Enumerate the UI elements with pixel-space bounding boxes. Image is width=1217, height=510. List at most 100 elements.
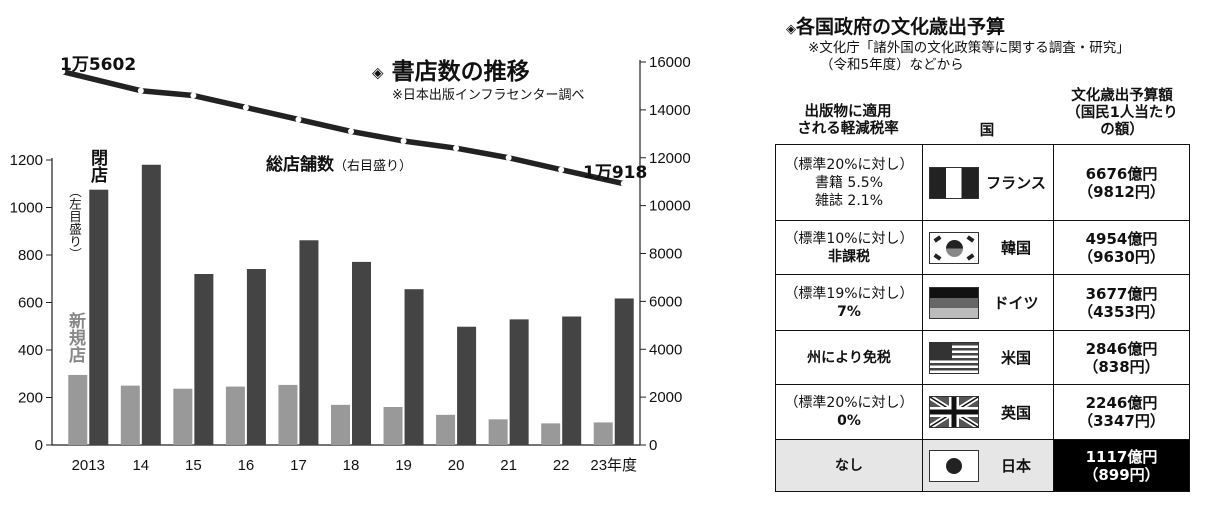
left-tick-label: 600 — [18, 295, 43, 312]
header-tax-line2: される軽減税率 — [797, 121, 899, 137]
country-cell: 英国 — [922, 384, 1054, 440]
bookstore-chart: 0 200 400 600 800 1000 1200 0 2000 4000 6000 8000 10… — [10, 52, 691, 474]
usa-flag-icon — [929, 341, 979, 374]
tax-line1: 州により免税 — [807, 349, 891, 366]
right-tick-label: 12000 — [649, 150, 691, 167]
new-store-bar — [593, 422, 613, 445]
header-budget-line2: （国民1人当たり — [1066, 105, 1178, 121]
right-tick-label: 16000 — [649, 54, 691, 71]
country-name: フランス — [986, 174, 1046, 192]
tax-line1: （標準20%に対し） — [784, 395, 914, 411]
header-budget-line3: の額） — [1100, 122, 1144, 138]
left-tick-label: 1200 — [10, 152, 43, 169]
tax-cell: 州により免税 — [775, 330, 923, 385]
country-cell: フランス — [922, 144, 1054, 221]
x-tick-label: 22 — [553, 457, 570, 474]
total-stores-point — [348, 128, 354, 135]
new-store-bar — [331, 404, 350, 445]
budget-value: 2246億円 — [1085, 394, 1158, 412]
table-title: 各国政府の文化歳出予算 — [796, 16, 1006, 38]
table-note: ※文化庁「諸外国の文化政策等に関する調査・研究」 （令和5年度）などから — [808, 40, 1130, 74]
country-cell: 日本 — [922, 439, 1054, 492]
country-name: 英国 — [1000, 403, 1031, 422]
chart-title-row: ◈ 書店数の推移 — [372, 52, 530, 86]
country-cell: ドイツ — [922, 274, 1054, 331]
tax-line1: （標準10%に対し） — [784, 230, 914, 247]
country-name: 米国 — [1000, 349, 1031, 367]
tax-cell: （標準20%に対し） 0% — [775, 384, 923, 440]
left-tick-label: 400 — [18, 342, 43, 359]
closed-store-bar — [614, 298, 634, 445]
table-note-line2: （令和5年度）などから — [820, 57, 964, 73]
closed-store-bar — [89, 189, 109, 445]
tax-line2: 非課税 — [828, 248, 870, 265]
x-tick-label: 19 — [395, 457, 412, 474]
left-tick-label: 200 — [18, 390, 43, 407]
x-tick-label: 15 — [185, 457, 202, 474]
tax-line1: なし — [835, 457, 863, 474]
header-tax-line1: 出版物に適用 — [804, 104, 892, 120]
line-label-text: 総店舗数 — [266, 155, 334, 175]
annotation-first: 1万5602 — [60, 55, 137, 75]
right-tick-label: 2000 — [649, 389, 682, 406]
per-capita-value: （4353円） — [1078, 302, 1165, 321]
closed-store-bar — [299, 240, 319, 445]
japan-flag-icon — [929, 449, 979, 482]
chart-source: ※日本出版インフラセンター調べ — [392, 88, 585, 103]
bar-label-close: 閉店 — [87, 149, 107, 183]
table-note-line1: ※文化庁「諸外国の文化政策等に関する調査・研究」 — [808, 40, 1130, 56]
korea-flag-icon — [929, 231, 979, 264]
tax-line1: （標準19%に対し） — [784, 285, 914, 302]
right-tick-label: 6000 — [649, 293, 682, 310]
cube-icon: ◈ — [786, 22, 796, 37]
per-capita-value: （9630円） — [1078, 247, 1165, 266]
budget-panel: ◈各国政府の文化歳出予算 ※文化庁「諸外国の文化政策等に関する調査・研究」 （令… — [770, 0, 1217, 510]
tax-line1: （標準20%に対し） — [784, 156, 914, 173]
table-row: （標準20%に対し） 0% 英国 2246億円 （3347円） — [775, 384, 1190, 440]
budget-value: 6676億円 — [1085, 164, 1158, 183]
closed-store-bar — [404, 289, 424, 445]
line-label-note: （右目盛り） — [334, 159, 413, 174]
header-country: 国 — [979, 123, 995, 139]
new-store-bar — [225, 386, 245, 445]
budget-cell: 2246億円 （3347円） — [1053, 384, 1190, 440]
closed-store-bar — [352, 261, 371, 445]
new-store-bar — [68, 374, 88, 445]
tax-cell: （標準19%に対し） 7% — [775, 274, 923, 331]
budget-cell: 2846億円 （838円） — [1053, 330, 1190, 385]
total-stores-point — [505, 154, 512, 161]
new-store-bar — [383, 407, 403, 445]
tax-line2: 0% — [837, 413, 861, 429]
left-tick-label: 1000 — [10, 200, 43, 217]
closed-store-bar — [141, 164, 161, 445]
right-tick-label: 4000 — [649, 341, 682, 358]
uk-flag-icon — [929, 396, 979, 428]
total-stores-point — [400, 137, 407, 144]
x-tick-label: 17 — [290, 457, 307, 474]
left-axis-label: （左目盛り） — [67, 185, 82, 260]
budget-value: 4954億円 — [1085, 229, 1158, 248]
country-cell: 韓国 — [922, 220, 1054, 275]
left-tick-label: 800 — [18, 247, 43, 264]
germany-flag-icon — [929, 286, 979, 319]
budget-value: 3677億円 — [1085, 284, 1158, 303]
budget-cell: 1117億円 （899円） — [1053, 439, 1190, 492]
x-tick-label: 18 — [343, 457, 360, 474]
new-store-bar — [173, 388, 193, 445]
tax-cell: なし — [775, 439, 923, 492]
header-tax: 出版物に適用 される軽減税率 — [775, 104, 921, 138]
chart-canvas: 0200400600800100012000200040006000800010… — [10, 54, 691, 474]
x-tick-label: 21 — [500, 457, 517, 474]
cube-icon: ◈ — [372, 63, 384, 82]
new-store-bar — [541, 423, 561, 445]
new-store-bar — [436, 414, 456, 445]
budget-table: （標準20%に対し） 書籍 5.5% 雑誌 2.1% フランス 6676億円 （981… — [775, 144, 1190, 492]
closed-store-bar — [246, 269, 266, 445]
right-tick-label: 8000 — [649, 246, 682, 263]
x-tick-label: 23年度 — [590, 457, 637, 474]
per-capita-value: （838円） — [1083, 357, 1160, 376]
x-tick-label: 16 — [238, 457, 255, 474]
france-flag-icon — [929, 166, 979, 199]
total-stores-point — [242, 104, 249, 111]
country-name: 日本 — [1000, 457, 1031, 475]
